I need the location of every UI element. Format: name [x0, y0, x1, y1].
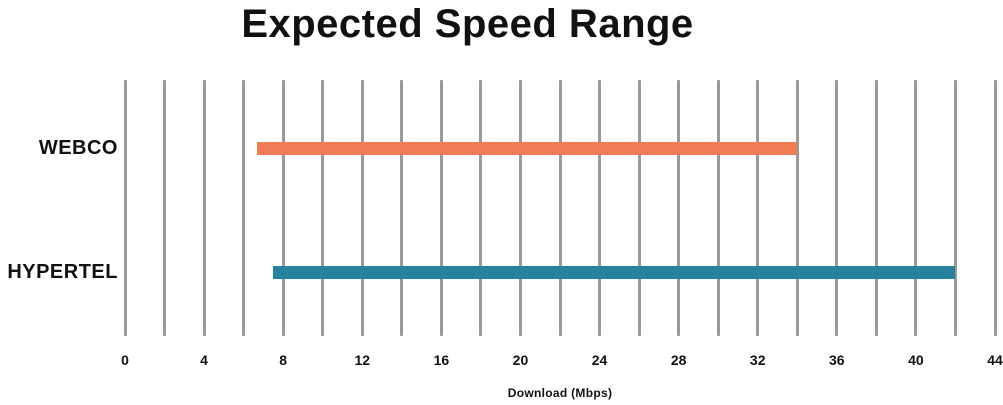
x-tick-label: 0 — [121, 352, 129, 368]
gridline — [835, 80, 839, 336]
gridline — [202, 80, 206, 336]
gridline — [321, 80, 325, 336]
gridline — [795, 80, 799, 336]
gridline — [914, 80, 918, 336]
gridline — [756, 80, 760, 336]
category-label-webco: WEBCO — [38, 137, 118, 159]
category-label-hypertel: HYPERTEL — [7, 261, 118, 283]
gridline — [874, 80, 878, 336]
chart-title: Expected Speed Range — [241, 2, 694, 46]
x-tick-label: 44 — [987, 352, 1003, 368]
gridline — [558, 80, 562, 336]
gridline — [677, 80, 681, 336]
gridline — [400, 80, 404, 336]
range-bar-webco — [257, 141, 798, 155]
x-axis-label: Download (Mbps) — [507, 386, 613, 400]
gridline — [242, 80, 246, 336]
x-tick-label: 12 — [354, 352, 371, 368]
gridline — [163, 80, 167, 336]
gridline — [993, 80, 997, 336]
x-tick-label: 40 — [908, 352, 924, 368]
gridline — [716, 80, 720, 336]
x-tick-label: 32 — [749, 352, 766, 368]
x-tick-label: 4 — [200, 352, 208, 368]
gridline — [123, 80, 127, 336]
gridline — [439, 80, 443, 336]
x-tick-label: 8 — [279, 352, 288, 368]
range-bar-hypertel — [273, 265, 956, 279]
x-tick-label: 24 — [591, 352, 608, 368]
x-tick-label: 20 — [512, 352, 529, 368]
x-tick-label: 28 — [670, 352, 687, 368]
gridline — [953, 80, 957, 336]
gridline — [637, 80, 641, 336]
x-tick-label: 36 — [829, 352, 845, 368]
gridline — [281, 80, 285, 336]
gridline — [360, 80, 364, 336]
gridline — [518, 80, 522, 336]
gridline — [598, 80, 602, 336]
gridline — [479, 80, 483, 336]
x-tick-label: 16 — [433, 352, 450, 368]
